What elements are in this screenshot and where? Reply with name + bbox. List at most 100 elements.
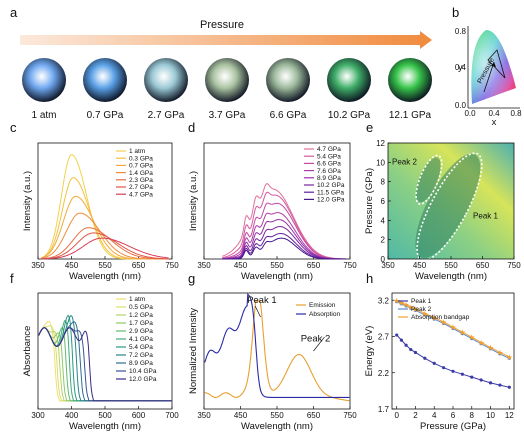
data-point (409, 347, 413, 352)
data-point: ★ (402, 301, 409, 310)
pressure-arrow-label: Pressure (200, 19, 244, 31)
sample-label: 1 atm (31, 110, 56, 121)
x-tick-label: 400 (65, 411, 79, 420)
heatmap-band (415, 153, 481, 258)
data-point (488, 381, 493, 385)
sample-label: 12.1 GPa (389, 110, 432, 121)
x-tick-label: 750 (507, 261, 521, 270)
series-line (222, 212, 346, 260)
x-tick-label: 350 (197, 261, 211, 270)
series-line (222, 225, 346, 260)
pressure-arrow (20, 31, 432, 49)
x-axis-label: Wavelength (nm) (241, 271, 313, 282)
cie-ylabel: y (458, 62, 463, 73)
data-point: ★ (449, 323, 456, 332)
annotation-peak-2: Peak 2 (301, 334, 331, 345)
legend-entry: 7.6 GPa (317, 168, 341, 175)
annotation-peak-2: Peak 2 (392, 157, 417, 166)
annotation-peak-1: Peak 1 (247, 295, 277, 306)
y-tick-label: 2.7 (378, 333, 390, 342)
series-line (41, 237, 169, 260)
series-line (41, 232, 169, 260)
chart-e: Peak 2 Peak 1 350 450 550 650 750 Wavelength (n… (364, 139, 521, 282)
sample-photo-0 (22, 58, 66, 102)
data-point (460, 372, 464, 376)
x-tick-label: 450 (234, 261, 248, 270)
legend-entry: Peak 2 (411, 306, 432, 313)
peak-2-outline (415, 154, 443, 205)
data-point (498, 383, 502, 387)
data-point (395, 333, 399, 337)
y-tick-label: 3.2 (378, 296, 390, 305)
x-tick-label: 750 (343, 411, 357, 420)
x-axis-label: Pressure (GPa) (420, 421, 486, 432)
y-axis-label: Intensity (a.u.) (22, 171, 33, 231)
data-point (399, 338, 403, 342)
sample-photo-1 (83, 58, 127, 102)
legend-entry: 4.7 GPa (129, 191, 153, 198)
panel-letter-h: h (366, 271, 373, 286)
y-axis-label: Pressure (GPa) (364, 168, 375, 234)
data-point (479, 378, 483, 382)
y-tick-label: 0 (381, 255, 386, 264)
legend-entry: 12.0 GPa (317, 197, 345, 204)
data-point: ★ (393, 296, 400, 305)
legend-entry: 4.1 GPa (129, 336, 153, 343)
y-tick-label: 6 (381, 197, 386, 206)
legend-entry: 5.4 GPa (129, 344, 153, 351)
sample-label: 0.7 GPa (87, 110, 124, 121)
series-line (396, 299, 510, 358)
x-tick-label: 550 (98, 261, 112, 270)
x-tick-label: 4 (432, 411, 437, 420)
panel-letter-d: d (188, 120, 195, 135)
legend-entry: 2.9 GPa (129, 328, 153, 335)
y-tick-label: 8 (381, 178, 386, 187)
y-tick-label: 12 (376, 139, 385, 148)
chart-g: 350 450 550 650 750 Wavelength (nm) Normalized… (188, 292, 357, 432)
legend-entry: 5.4 GPa (317, 153, 341, 160)
legend-entry: 11.5 GPa (317, 189, 344, 196)
panel-b: Pressure x y 0.0 0.4 0.8 0.0 0.4 0.8 (455, 26, 522, 128)
data-point (442, 366, 446, 370)
cie-ytick: 0.0 (455, 101, 467, 110)
y-tick-label: 2 (381, 236, 386, 245)
y-tick-label: 4 (381, 216, 386, 225)
data-point: ★ (487, 343, 494, 352)
y-tick-label: 1.7 (378, 405, 390, 414)
series-line (222, 237, 346, 260)
x-axis-label: Wavelength (nm) (69, 421, 141, 432)
x-tick-label: 10 (486, 411, 495, 420)
sample-photo-5 (327, 58, 371, 102)
y-axis-label: Absorbance (22, 326, 33, 377)
legend-entry: 12.0 GPa (129, 376, 157, 383)
x-tick-label: 500 (98, 411, 112, 420)
data-point: ★ (407, 303, 414, 312)
sample-photo-4 (266, 58, 310, 102)
data-point: ★ (421, 309, 428, 318)
x-tick-label: 350 (381, 261, 395, 270)
cie-xtick: 0.4 (488, 109, 500, 118)
legend-entry: 4.7 GPa (317, 146, 341, 153)
legend-entry: 0.3 GPa (129, 155, 153, 162)
sample-photo-3 (205, 58, 249, 102)
data-point (507, 385, 511, 389)
chart-d: 350 450 550 650 750 Wavelength (nm) Intensity … (188, 142, 357, 282)
legend-entry: 8.9 GPa (129, 360, 153, 367)
data-point: ★ (496, 348, 503, 357)
legend-entry: 0.5 GPa (129, 304, 153, 311)
legend-entry: Absorption (309, 311, 340, 318)
data-point: ★ (440, 318, 447, 327)
annotation-peak-1: Peak 1 (473, 211, 498, 220)
sample-label: 6.6 GPa (270, 110, 307, 121)
x-tick-label: 650 (132, 261, 146, 270)
x-tick-label: 600 (132, 411, 146, 420)
data-point (451, 369, 455, 373)
y-axis-label: Energy (eV) (364, 326, 375, 377)
panel-letter-g: g (188, 271, 195, 286)
cie-trend-arrow (483, 61, 495, 93)
legend-entry: 1.2 GPa (129, 312, 153, 319)
data-point: ★ (398, 298, 405, 307)
legend-entry: 6.6 GPa (317, 161, 341, 168)
x-axis-label: Wavelength (nm) (241, 421, 313, 432)
data-point: ★ (478, 338, 485, 347)
